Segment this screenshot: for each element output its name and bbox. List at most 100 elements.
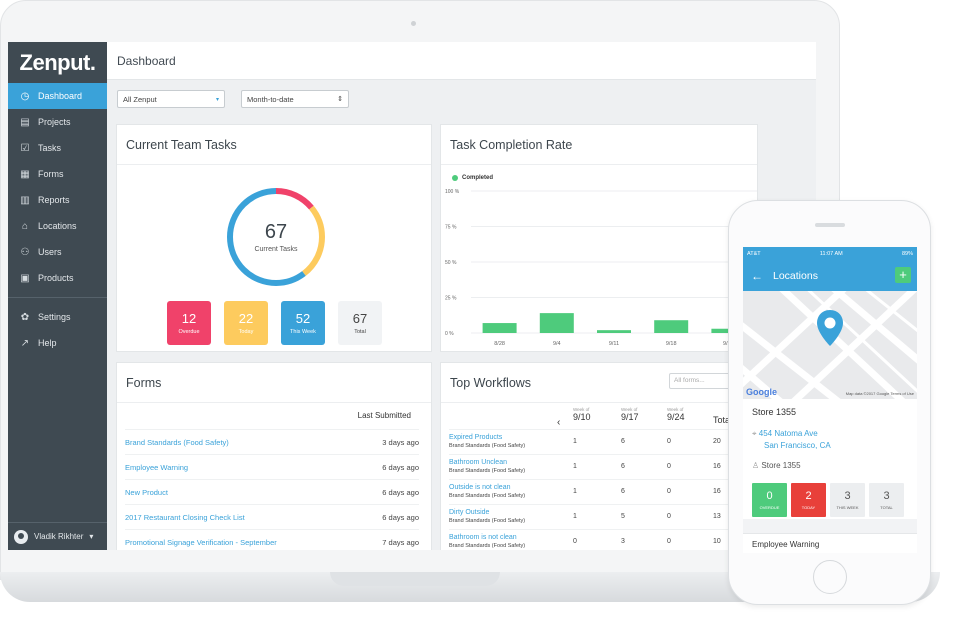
donut-segment-today: [227, 188, 325, 286]
workflow-row[interactable]: Dirty Outside Brand Standards (Food Safet…: [449, 504, 749, 529]
sidebar-item-forms[interactable]: ▦ Forms: [8, 161, 107, 187]
workflow-week-count: 6: [621, 438, 625, 445]
app-screen: Zenput. ◷ Dashboard ▤ Projects ☑ Tasks ▦ Forms ▥…: [8, 42, 816, 550]
workflow-name-link[interactable]: Expired Products: [449, 434, 503, 441]
week-date: 9/17: [621, 412, 639, 422]
bar-9/11[interactable]: [597, 330, 631, 333]
back-arrow-icon[interactable]: ←: [751, 269, 763, 283]
stat-overdue[interactable]: 12 Overdue: [167, 301, 211, 345]
phone-stat-label: THIS WEEK: [836, 505, 859, 510]
workflow-row[interactable]: Expired Products Brand Standards (Food Sa…: [449, 429, 749, 454]
workflow-week-count: 3: [621, 538, 625, 545]
sidebar-item-label: Projects: [38, 117, 71, 127]
stat-label: Overdue: [178, 328, 200, 335]
scope-select[interactable]: All Zenput ▾: [117, 90, 225, 108]
team-tasks-card: Current Team Tasks 67 Current Tasks 12 Ov…: [116, 124, 432, 352]
phone-stat-today[interactable]: 2 TODAY: [791, 483, 826, 517]
map-pin-icon[interactable]: [816, 309, 844, 347]
period-select-value: Month-to-date: [247, 94, 294, 104]
workflow-name-link[interactable]: Outside is not clean: [449, 484, 511, 491]
form-name-link[interactable]: 2017 Restaurant Closing Check List: [125, 512, 245, 522]
workflow-name-link[interactable]: Dirty Outside: [449, 509, 490, 516]
form-name-link[interactable]: Promotional Signage Verification - Septe…: [125, 537, 277, 547]
bar-9/18[interactable]: [654, 320, 689, 333]
bar-8/28[interactable]: [482, 323, 517, 333]
store-card[interactable]: Store 1355 ⌖ 454 Natoma Ave San Francisc…: [743, 399, 917, 519]
next-task-card[interactable]: Employee Warning: [743, 533, 917, 553]
sidebar-item-label: Reports: [38, 195, 70, 205]
user-menu[interactable]: Vladik Rikhter ▾: [8, 522, 107, 550]
week-of-label: Week of: [573, 407, 590, 412]
users-icon: ⚇: [20, 246, 30, 258]
workflow-total: 16: [713, 488, 721, 495]
sidebar-item-dashboard[interactable]: ◷ Dashboard: [8, 83, 107, 109]
stat-value: 67: [352, 310, 368, 326]
sidebar-item-locations[interactable]: ⌂ Locations: [8, 213, 107, 239]
stat-total[interactable]: 67 Total: [338, 301, 382, 345]
phone-stat-total[interactable]: 3 TOTAL: [869, 483, 904, 517]
logo: Zenput.: [19, 49, 96, 75]
store-address[interactable]: ⌖ 454 Natoma Ave San Francisco, CA: [752, 428, 831, 452]
avatar: [14, 529, 28, 544]
sidebar-item-products[interactable]: ▣ Products: [8, 265, 107, 291]
workflow-week-count: 0: [667, 488, 671, 495]
sidebar-item-label: Help: [38, 338, 57, 348]
add-location-button[interactable]: +: [895, 267, 911, 283]
stat-today[interactable]: 22 Today: [224, 301, 268, 345]
form-row[interactable]: Promotional Signage Verification - Septe…: [125, 529, 419, 550]
week-column-header: Week of 9/10: [573, 407, 591, 422]
phone-stat-label: OVERDUE: [759, 505, 780, 510]
tasks-icon: ☑: [20, 142, 30, 154]
y-tick-label: 50 %: [445, 260, 457, 266]
sidebar-item-reports[interactable]: ▥ Reports: [8, 187, 107, 213]
workflow-week-count: 1: [573, 463, 577, 470]
workflow-form-filter[interactable]: All forms...: [669, 373, 733, 389]
phone-stat-boxes: 0 OVERDUE 2 TODAY 3 THIS WEEK 3 TOTAL: [752, 483, 904, 517]
phone-stat-label: TODAY: [801, 505, 816, 510]
clock: 11:07 AM: [819, 251, 843, 257]
sidebar-item-projects[interactable]: ▤ Projects: [8, 109, 107, 135]
team-tasks-title: Current Team Tasks: [117, 125, 431, 165]
workflow-name-link[interactable]: Bathroom is not clean: [449, 534, 517, 541]
gear-icon: ✿: [20, 311, 30, 323]
form-row[interactable]: New Product 6 days ago: [125, 479, 419, 504]
week-column-header: Week of 9/24: [667, 407, 685, 422]
form-last-submitted: 6 days ago: [382, 512, 419, 522]
phone-stat-overdue[interactable]: 0 OVERDUE: [752, 483, 787, 517]
workflow-row[interactable]: Bathroom is not clean Brand Standards (Fo…: [449, 529, 749, 550]
workflow-row[interactable]: Outside is not clean Brand Standards (Foo…: [449, 479, 749, 504]
sidebar-item-settings[interactable]: ✿ Settings: [8, 304, 107, 330]
workflow-name-link[interactable]: Bathroom Unclean: [449, 459, 507, 466]
person-icon: ♙: [752, 461, 760, 470]
workflow-week-count: 1: [573, 488, 577, 495]
stat-this-week[interactable]: 52 This Week: [281, 301, 325, 345]
reports-icon: ▥: [20, 194, 30, 206]
address-line2: San Francisco, CA: [764, 441, 831, 450]
form-row[interactable]: Brand Standards (Food Safety) 3 days ago: [125, 429, 419, 454]
stat-label: Today: [238, 328, 254, 335]
next-task-title: Employee Warning: [752, 540, 820, 549]
workflow-row[interactable]: Bathroom Unclean Brand Standards (Food Sa…: [449, 454, 749, 479]
form-name-link[interactable]: Employee Warning: [125, 462, 189, 472]
form-name-link[interactable]: Brand Standards (Food Safety): [125, 437, 229, 447]
workflow-week-count: 0: [667, 513, 671, 520]
sidebar-item-users[interactable]: ⚇ Users: [8, 239, 107, 265]
x-tick-label: 9/11: [609, 341, 619, 347]
sidebar-item-tasks[interactable]: ☑ Tasks: [8, 135, 107, 161]
form-name-link[interactable]: New Product: [125, 487, 168, 497]
form-row[interactable]: Employee Warning 6 days ago: [125, 454, 419, 479]
workflow-week-count: 0: [573, 538, 577, 545]
form-row[interactable]: 2017 Restaurant Closing Check List 6 days…: [125, 504, 419, 529]
bar-9/4[interactable]: [539, 313, 574, 333]
map-roads: [743, 291, 917, 399]
map[interactable]: Google Map data ©2017 Google Terms of Us…: [743, 291, 917, 399]
week-prev-button[interactable]: ‹: [557, 417, 561, 428]
sidebar-item-label: Products: [38, 273, 74, 283]
sidebar-item-help[interactable]: ↗ Help: [8, 330, 107, 356]
period-select[interactable]: Month-to-date ⇕: [241, 90, 349, 108]
workflow-total-header: Total: [713, 415, 733, 425]
phone-stat-this-week[interactable]: 3 THIS WEEK: [830, 483, 865, 517]
workflow-form-name: Brand Standards (Food Safety): [449, 493, 526, 499]
week-of-label: Week of: [621, 407, 638, 412]
chart-legend: Completed: [452, 175, 493, 181]
